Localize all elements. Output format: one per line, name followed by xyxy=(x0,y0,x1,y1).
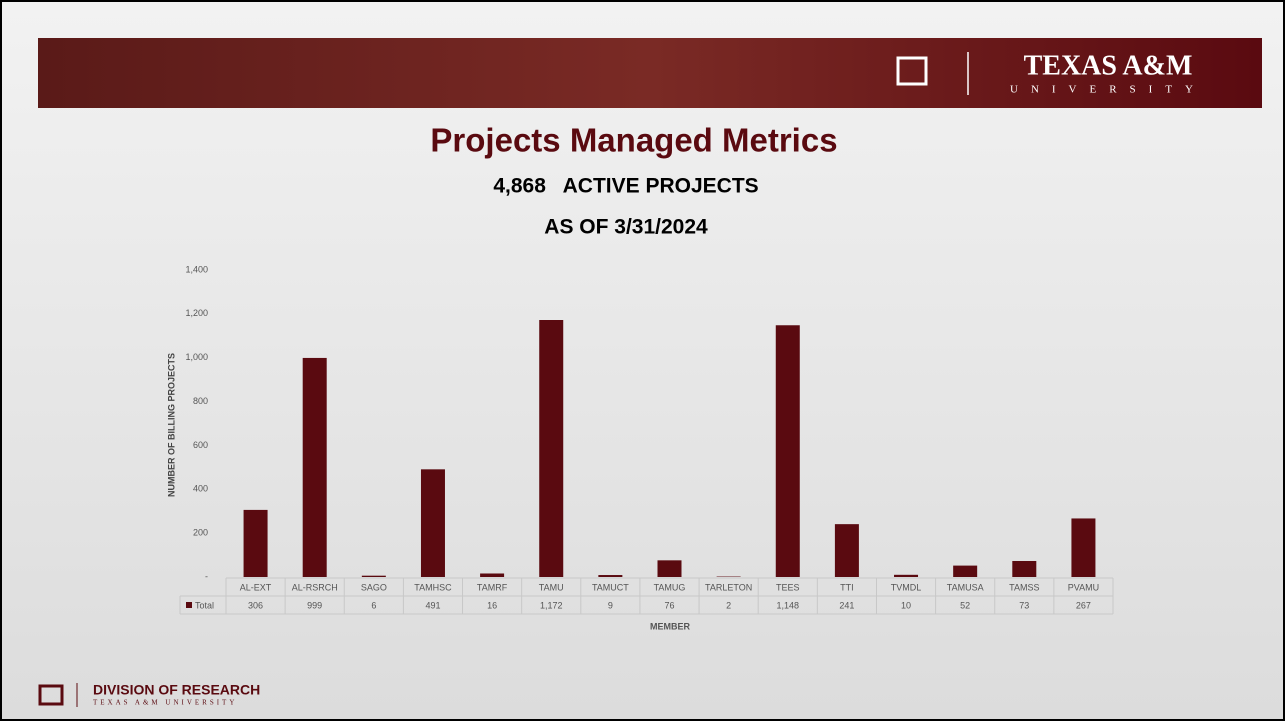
logo-text: TEXAS A&M xyxy=(1024,50,1193,81)
banner xyxy=(38,38,1262,108)
footer-logo-mark xyxy=(38,684,64,706)
x-tick-label: TAMUCT xyxy=(592,582,629,592)
data-label: 999 xyxy=(307,600,322,610)
bar xyxy=(361,575,386,577)
bar xyxy=(953,565,978,577)
data-label: 16 xyxy=(487,600,497,610)
y-tick-label: 400 xyxy=(193,484,208,494)
logo-mark xyxy=(896,56,928,86)
legend-swatch xyxy=(186,602,192,608)
data-label: 10 xyxy=(901,600,911,610)
x-tick-label: PVAMU xyxy=(1068,582,1099,592)
footer-title: DIVISION OF RESEARCH xyxy=(93,682,260,698)
y-tick-label: 1,400 xyxy=(185,264,208,274)
data-label: 306 xyxy=(248,600,263,610)
x-axis-label: MEMBER xyxy=(650,621,690,631)
y-axis-label: NUMBER OF BILLING PROJECTS xyxy=(166,353,176,497)
x-tick-label: SAGO xyxy=(361,582,387,592)
x-tick-label: AL-RSRCH xyxy=(292,582,338,592)
data-label: 1,148 xyxy=(777,600,800,610)
bar xyxy=(598,575,623,577)
bar xyxy=(302,357,327,577)
bar xyxy=(834,524,859,577)
data-label: 267 xyxy=(1076,600,1091,610)
x-tick-label: TAMUSA xyxy=(947,582,984,592)
bar xyxy=(657,560,682,577)
bar xyxy=(775,325,800,577)
y-tick-label: 1,200 xyxy=(185,308,208,318)
legend-label: Total xyxy=(195,600,214,610)
x-tick-label: TAMRF xyxy=(477,582,508,592)
x-tick-label: TARLETON xyxy=(705,582,752,592)
x-tick-label: TTI xyxy=(840,582,854,592)
footer-subtitle: TEXAS A&M UNIVERSITY xyxy=(93,699,237,707)
data-label: 6 xyxy=(371,600,376,610)
bar xyxy=(894,574,919,577)
x-tick-label: AL-EXT xyxy=(240,582,272,592)
x-tick-label: TAMUG xyxy=(654,582,686,592)
x-tick-label: TAMHSC xyxy=(414,582,452,592)
data-label: 52 xyxy=(960,600,970,610)
logo-sub: UNIVERSITY xyxy=(1010,84,1206,96)
chart-subtitle: AS OF 3/31/2024 xyxy=(544,216,708,239)
data-label: 1,172 xyxy=(540,600,563,610)
bar xyxy=(1071,518,1096,577)
x-tick-label: TAMSS xyxy=(1009,582,1039,592)
y-tick-label: 200 xyxy=(193,528,208,538)
y-tick-label: 600 xyxy=(193,440,208,450)
x-tick-label: TAMU xyxy=(539,582,564,592)
bar xyxy=(420,469,445,577)
data-label: 241 xyxy=(839,600,854,610)
data-label: 9 xyxy=(608,600,613,610)
data-label: 73 xyxy=(1019,600,1029,610)
y-tick-label: - xyxy=(205,571,208,581)
data-label: 76 xyxy=(664,600,674,610)
bar xyxy=(1012,560,1037,577)
data-label: 491 xyxy=(425,600,440,610)
y-tick-label: 800 xyxy=(193,396,208,406)
x-tick-label: TVMDL xyxy=(891,582,922,592)
chart-subtitle: 4,868 ACTIVE PROJECTS xyxy=(493,175,758,198)
bar xyxy=(243,509,268,577)
data-label: 2 xyxy=(726,600,731,610)
x-tick-label: TEES xyxy=(776,582,800,592)
y-tick-label: 1,000 xyxy=(185,352,208,362)
chart-title: Projects Managed Metrics xyxy=(430,122,837,159)
bar xyxy=(480,573,505,577)
bar xyxy=(539,319,564,577)
